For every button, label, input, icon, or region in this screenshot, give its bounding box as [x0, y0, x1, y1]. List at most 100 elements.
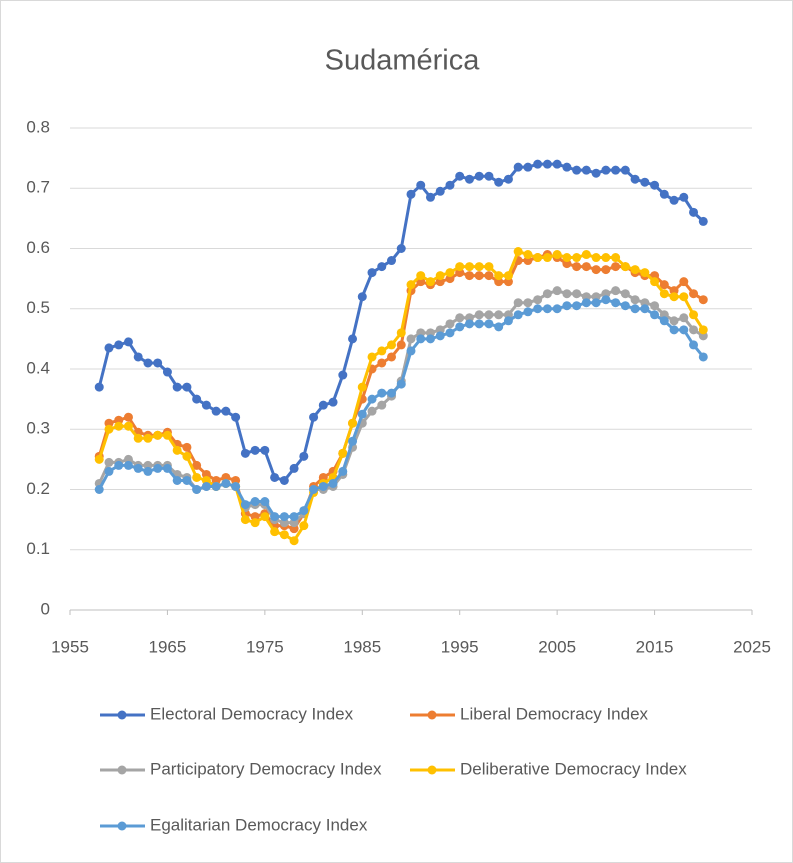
point — [162, 463, 172, 473]
point — [328, 478, 338, 488]
point — [123, 412, 133, 422]
legend-marker — [427, 765, 437, 775]
point — [192, 472, 202, 482]
point — [620, 301, 630, 311]
point — [494, 271, 504, 281]
point — [425, 334, 435, 344]
point — [455, 322, 465, 332]
point — [659, 316, 669, 326]
point — [114, 460, 124, 470]
point — [533, 304, 543, 314]
point — [289, 536, 299, 546]
point — [650, 310, 660, 320]
point — [562, 162, 572, 172]
point — [679, 313, 689, 323]
point — [133, 352, 143, 362]
point — [542, 253, 552, 263]
point — [503, 316, 513, 326]
point — [104, 424, 114, 434]
point — [591, 168, 601, 178]
point — [484, 171, 494, 181]
point — [474, 319, 484, 329]
point — [445, 268, 455, 278]
point — [367, 268, 377, 278]
y-tick-label: 0 — [41, 599, 50, 618]
point — [581, 165, 591, 175]
point — [611, 286, 621, 296]
point — [318, 481, 328, 491]
point — [435, 271, 445, 281]
legend-marker — [117, 765, 127, 775]
point — [611, 262, 621, 272]
point — [231, 481, 241, 491]
point — [455, 313, 465, 323]
point — [523, 250, 533, 260]
point — [357, 409, 367, 419]
point — [591, 298, 601, 308]
point — [221, 478, 231, 488]
point — [484, 271, 494, 281]
x-tick-label: 2005 — [538, 637, 576, 656]
point — [640, 268, 650, 278]
y-tick-label: 0.6 — [26, 238, 50, 257]
point — [94, 382, 104, 392]
point — [679, 277, 689, 287]
point — [406, 189, 416, 199]
point — [299, 506, 309, 516]
point — [153, 430, 163, 440]
point — [406, 280, 416, 290]
point — [396, 340, 406, 350]
point — [192, 460, 202, 470]
point — [552, 250, 562, 260]
point — [542, 304, 552, 314]
point — [123, 337, 133, 347]
point — [698, 325, 708, 335]
point — [211, 406, 221, 416]
point — [250, 518, 260, 528]
point — [669, 195, 679, 205]
point — [348, 436, 358, 446]
point — [620, 262, 630, 272]
x-tick-label: 1985 — [343, 637, 381, 656]
point — [572, 165, 582, 175]
point — [279, 475, 289, 485]
point — [114, 421, 124, 431]
point — [289, 463, 299, 473]
point — [552, 159, 562, 169]
point — [552, 304, 562, 314]
point — [620, 165, 630, 175]
point — [162, 367, 172, 377]
point — [552, 286, 562, 296]
point — [377, 346, 387, 356]
point — [357, 292, 367, 302]
point — [474, 310, 484, 320]
point — [669, 292, 679, 302]
legend-label: Liberal Democracy Index — [460, 704, 649, 723]
point — [114, 340, 124, 350]
point — [494, 322, 504, 332]
point — [123, 421, 133, 431]
point — [679, 325, 689, 335]
point — [309, 485, 319, 494]
point — [630, 304, 640, 314]
point — [572, 262, 582, 272]
point — [318, 400, 328, 410]
point — [542, 159, 552, 169]
y-tick-label: 0.1 — [26, 539, 50, 558]
point — [533, 159, 543, 169]
point — [377, 262, 387, 272]
point — [377, 400, 387, 410]
point — [260, 445, 270, 455]
legend-label: Participatory Democracy Index — [150, 759, 382, 778]
point — [289, 512, 299, 522]
point — [513, 310, 523, 320]
point — [435, 186, 445, 196]
point — [425, 192, 435, 202]
point — [669, 316, 679, 326]
point — [513, 162, 523, 172]
point — [484, 262, 494, 272]
point — [689, 289, 699, 299]
point — [104, 457, 114, 467]
point — [270, 527, 280, 537]
